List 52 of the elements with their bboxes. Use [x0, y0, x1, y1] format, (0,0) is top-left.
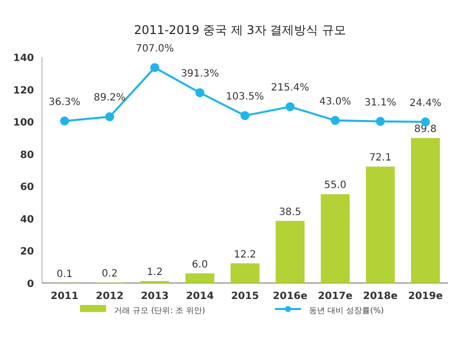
x-tick-label: 2015 [231, 291, 259, 302]
point [195, 88, 204, 98]
point [330, 116, 340, 125]
y-tick-label: 120 [13, 85, 34, 96]
x-tick-label: 2019e [408, 291, 443, 302]
x-tick-label: 2018e [363, 291, 398, 302]
y-tick-label: 80 [20, 150, 34, 161]
x-tick-label: 2014 [186, 291, 214, 302]
data-label: 6.0 [192, 259, 208, 270]
data-label: 89.8 [414, 124, 437, 136]
x-tick-label: 2012 [96, 291, 124, 302]
point [150, 63, 160, 72]
chart-title: 2011-2019 중국 제 3자 결제방식 규모 [134, 23, 346, 37]
bar [366, 166, 395, 283]
data-label: 103.5% [226, 92, 264, 103]
legend-label: 동년 대비 성장률(%) [309, 306, 384, 315]
point [60, 116, 70, 126]
point [286, 102, 295, 112]
data-label: 24.4% [410, 98, 442, 109]
data-label: 36.3% [48, 96, 80, 108]
bar [320, 194, 350, 283]
data-label: 707.0% [136, 44, 174, 55]
bar [185, 273, 214, 283]
data-label: 0.1 [56, 268, 73, 280]
point [105, 112, 114, 122]
x-tick-label: 2017e [318, 291, 353, 302]
data-label: 0.2 [102, 268, 118, 280]
data-label: 43.0% [319, 96, 352, 108]
data-label: 31.1% [364, 97, 396, 108]
legend-label: 거래 규모 (단위: 조 위안) [114, 306, 206, 315]
y-tick-label: 140 [13, 53, 34, 64]
point [240, 111, 250, 120]
x-tick-label: 2013 [140, 291, 169, 302]
data-label: 38.5 [278, 206, 302, 218]
bar [276, 220, 305, 283]
y-tick-label: 100 [13, 118, 34, 129]
x-tick-label: 2016e [272, 291, 308, 302]
bar [230, 263, 260, 283]
y-tick-label: 60 [20, 182, 34, 194]
point [376, 116, 385, 126]
bar [411, 138, 440, 283]
data-label: 1.2 [146, 267, 163, 278]
data-label: 72.1 [369, 152, 392, 164]
data-label: 55.0 [324, 180, 346, 192]
data-label: 89.2% [94, 92, 126, 104]
y-tick-label: 20 [20, 246, 34, 258]
data-label: 391.3% [180, 68, 219, 80]
x-tick-label: 2011 [50, 291, 79, 302]
data-label: 12.2 [234, 249, 256, 260]
data-label: 215.4% [271, 82, 310, 94]
y-tick-label: 40 [20, 214, 34, 226]
y-tick-label: 0 [27, 279, 34, 290]
